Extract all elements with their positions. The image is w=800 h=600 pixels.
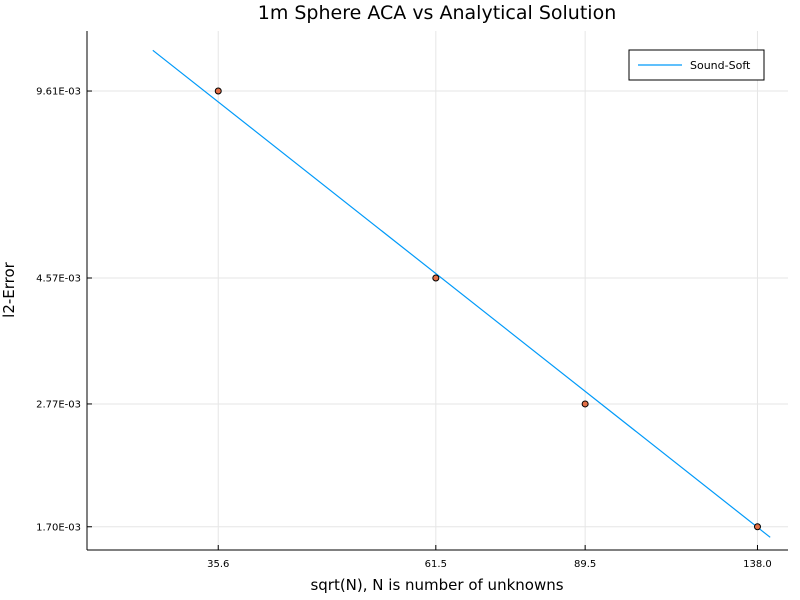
x-tick-label: 138.0 (743, 559, 772, 570)
chart-title: 1m Sphere ACA vs Analytical Solution (258, 2, 617, 24)
legend: Sound-Soft (628, 49, 765, 81)
data-point (753, 523, 761, 531)
series (152, 49, 771, 538)
y-tick-label: 4.57E-03 (36, 274, 81, 285)
x-axis-label: sqrt(N), N is number of unknowns (310, 576, 563, 594)
series-line-sound-soft (152, 49, 771, 538)
y-axis-label: l2-Error (0, 261, 18, 318)
y-tick-label: 9.61E-03 (36, 87, 81, 98)
tick-labels: 35.6 61.5 89.5 138.0 1.70E-03 2.77E-03 4.57E-0… (36, 87, 772, 570)
y-tick-label: 2.77E-03 (36, 399, 81, 410)
data-point (214, 87, 222, 95)
data-point (432, 274, 440, 282)
grid-lines (87, 31, 788, 550)
x-tick-label: 61.5 (425, 559, 447, 570)
data-point (581, 400, 589, 408)
x-tick-label: 35.6 (207, 559, 229, 570)
axes (86, 31, 788, 551)
legend-label-sound-soft: Sound-Soft (690, 59, 751, 72)
y-tick-label: 1.70E-03 (36, 522, 81, 533)
legend-box (628, 49, 765, 81)
x-tick-label: 89.5 (574, 559, 596, 570)
